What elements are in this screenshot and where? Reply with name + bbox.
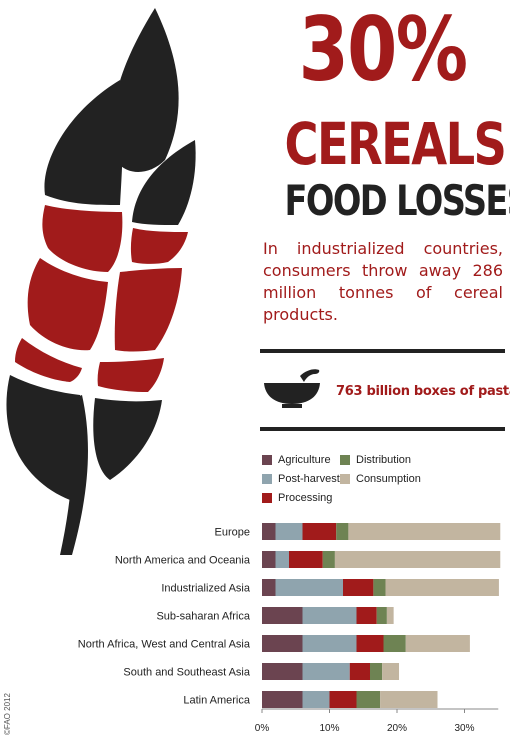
bar-segment-agriculture bbox=[262, 635, 303, 652]
bar-segment-processing bbox=[356, 635, 384, 652]
bar-segment-post-harvest bbox=[302, 607, 357, 624]
headline-percent: 30% bbox=[298, 0, 468, 101]
wheat-grain-red-right-3 bbox=[97, 358, 164, 392]
bar-segment-distribution bbox=[376, 607, 387, 624]
wheat-grain-red-left-2 bbox=[27, 258, 109, 351]
bar-segment-post-harvest bbox=[302, 663, 350, 680]
headline-topic: FOOD LOSSES bbox=[284, 176, 510, 225]
legend-label: Consumption bbox=[356, 473, 421, 485]
bar-segment-distribution bbox=[383, 635, 406, 652]
bar-segment-processing bbox=[329, 691, 357, 708]
legend-label: Agriculture bbox=[278, 454, 331, 466]
legend-item-processing: Processing bbox=[262, 491, 332, 505]
bar-segment-agriculture bbox=[262, 523, 276, 540]
legend-item-consumption: Consumption bbox=[340, 472, 421, 486]
legend-swatch bbox=[262, 493, 272, 503]
bar-segment-processing bbox=[343, 579, 374, 596]
x-tick-label: 30% bbox=[454, 723, 474, 734]
intro-text: In industrialized countries, consumers t… bbox=[263, 239, 503, 324]
bar-segment-post-harvest bbox=[302, 691, 330, 708]
wheat-grain-red-right-1 bbox=[130, 228, 188, 264]
wheat-grain-upper-right bbox=[132, 140, 196, 225]
bar-segment-distribution bbox=[373, 579, 386, 596]
bar-segment-post-harvest bbox=[275, 551, 289, 568]
bar-segment-post-harvest bbox=[275, 523, 303, 540]
bar-segment-processing bbox=[349, 663, 370, 680]
bar-segment-agriculture bbox=[262, 691, 303, 708]
bar-segment-distribution bbox=[336, 523, 349, 540]
bar-segment-distribution bbox=[370, 663, 383, 680]
wheat-grain-lower-right bbox=[93, 398, 162, 480]
bar-segment-consumption bbox=[380, 691, 438, 708]
bar-segment-processing bbox=[289, 551, 323, 568]
legend-swatch bbox=[262, 474, 272, 484]
bar-segment-consumption bbox=[386, 607, 394, 624]
bar-segment-processing bbox=[302, 523, 337, 540]
category-label: South and Southeast Asia bbox=[123, 667, 250, 679]
bar-segment-agriculture bbox=[262, 579, 276, 596]
category-label: North Africa, West and Central Asia bbox=[78, 639, 251, 651]
legend-item-agriculture: Agriculture bbox=[262, 453, 331, 467]
x-tick-label: 20% bbox=[387, 723, 407, 734]
credit-text: ©FAO 2012 bbox=[3, 693, 12, 735]
category-label: Industrialized Asia bbox=[161, 583, 251, 595]
bar-segment-agriculture bbox=[262, 551, 276, 568]
wheat-grain-red-left-1 bbox=[42, 205, 123, 272]
bar-segment-post-harvest bbox=[302, 635, 357, 652]
wheat-stem bbox=[60, 395, 88, 555]
bar-segment-post-harvest bbox=[275, 579, 343, 596]
legend-swatch bbox=[340, 455, 350, 465]
category-label: Sub-saharan Africa bbox=[156, 611, 250, 623]
bar-segment-consumption bbox=[405, 635, 470, 652]
bowl-icon bbox=[264, 369, 320, 408]
legend-swatch bbox=[262, 455, 272, 465]
wheat-grain-red-left-3 bbox=[15, 338, 82, 382]
wheat-grain-lower-left bbox=[6, 375, 85, 500]
category-label: Latin America bbox=[183, 695, 251, 707]
legend-swatch bbox=[340, 474, 350, 484]
bar-segment-consumption bbox=[382, 663, 400, 680]
legend-item-distribution: Distribution bbox=[340, 453, 411, 467]
bar-segment-consumption bbox=[334, 551, 501, 568]
wheat-tip-grain bbox=[112, 8, 179, 172]
bar-segment-distribution bbox=[356, 691, 381, 708]
bar-segment-consumption bbox=[348, 523, 501, 540]
bar-segment-agriculture bbox=[262, 663, 303, 680]
legend-item-post-harvest: Post-harvest bbox=[262, 472, 340, 486]
wheat-grain-red-right-2 bbox=[114, 268, 182, 352]
divider-bottom bbox=[260, 427, 505, 431]
legend-label: Processing bbox=[278, 492, 333, 504]
bar-segment-consumption bbox=[385, 579, 499, 596]
legend-label: Distribution bbox=[356, 454, 412, 466]
x-tick-label: 10% bbox=[319, 723, 339, 734]
divider-top bbox=[260, 349, 505, 353]
legend-label: Post-harvest bbox=[278, 473, 340, 485]
bar-segment-distribution bbox=[322, 551, 335, 568]
wheat-illustration bbox=[6, 8, 196, 555]
headline-subject: CEREALS bbox=[284, 110, 507, 178]
bar-segment-processing bbox=[356, 607, 377, 624]
bar-segment-agriculture bbox=[262, 607, 303, 624]
pasta-callout: 763 billion boxes of pasta bbox=[336, 384, 510, 399]
x-tick-label: 0% bbox=[255, 723, 270, 734]
wheat-grain-upper-left bbox=[44, 80, 123, 205]
